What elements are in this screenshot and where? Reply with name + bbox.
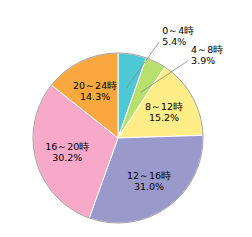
label-category: 20～24時	[73, 80, 117, 91]
pie-slice	[118, 67, 203, 138]
label-value: 14.3%	[80, 91, 110, 102]
label-category: 12～16時	[127, 170, 171, 181]
label-category: 8～12時	[145, 101, 183, 112]
pie	[33, 53, 203, 223]
leader-line	[141, 61, 188, 93]
label-value: 31.0%	[134, 181, 164, 192]
leader-line	[127, 42, 160, 88]
data-labels: 0～4時5.4% 4～8時3.9% 8～12時15.2% 12～16時31.0% 16～…	[45, 25, 223, 192]
label-value: 15.2%	[149, 112, 179, 123]
label-category: 16～20時	[45, 141, 89, 152]
label-category: 0～4時	[162, 25, 194, 36]
label-value: 3.9%	[191, 55, 215, 66]
chart: 0～4時5.4% 4～8時3.9% 8～12時15.2% 12～16時31.0% 16～…	[0, 0, 252, 237]
pie-slice	[51, 53, 118, 138]
label-value: 5.4%	[162, 36, 186, 47]
label-category: 4～8時	[191, 44, 223, 55]
label-value: 30.2%	[52, 152, 82, 163]
pie-border	[33, 53, 203, 223]
